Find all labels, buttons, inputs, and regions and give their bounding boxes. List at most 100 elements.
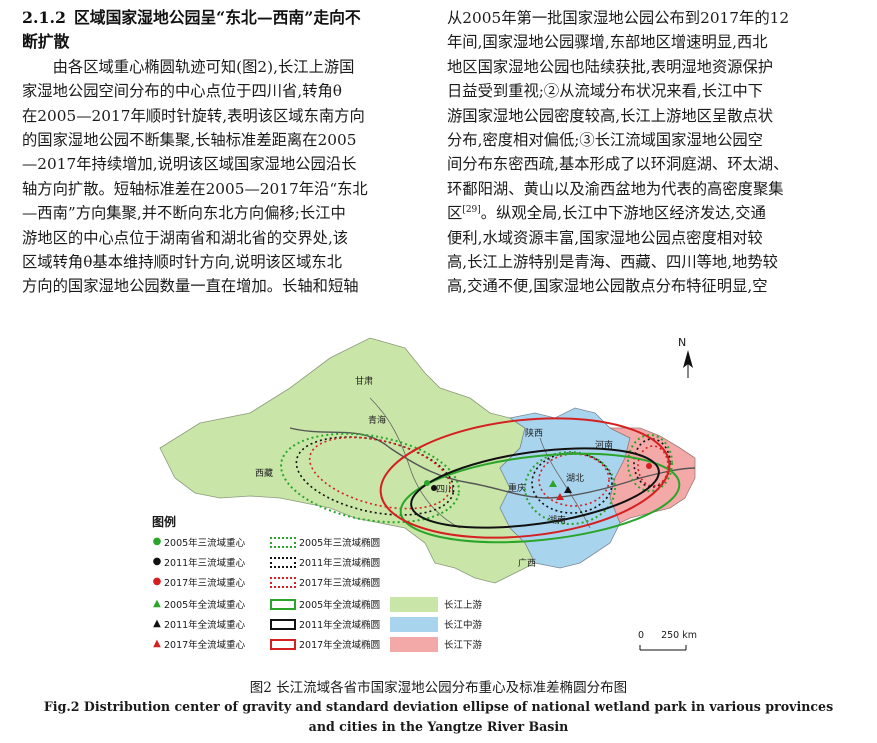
- red-dot-icon: ●: [152, 576, 162, 587]
- section-number: 2.1.2: [22, 8, 66, 27]
- text-line: 家湿地公园空间分布的中心点位于四川省,转角θ: [22, 82, 343, 101]
- river-line: [369, 397, 461, 529]
- section-title-line2: 断扩散: [22, 32, 70, 52]
- dotted-ellipse-icon: [270, 576, 296, 588]
- text-line: 游地区的中心点位于湖南省和湖北省的交界处,该: [22, 228, 349, 247]
- right-column: 从2005年第一批国家湿地公园公布到2017年的12 年间,国家湿地公园骤增,东…: [447, 6, 850, 299]
- legend-label: 2005年三流域重心: [164, 538, 246, 549]
- legend-label: 长江中游: [444, 620, 483, 631]
- legend-title: 图例: [152, 515, 177, 529]
- region-label: 陕西: [525, 427, 543, 439]
- text-line: 游国家湿地公园密度较高,长江上游地区呈散点状: [447, 106, 774, 125]
- legend-item: 2005年全流域椭圆: [270, 595, 380, 613]
- legend-label: 2017年三流域椭圆: [299, 578, 381, 589]
- legend-label: 2017年三流域重心: [164, 578, 246, 589]
- region-label: 湖南: [548, 514, 566, 526]
- legend-item: 2011年全流域椭圆: [270, 615, 380, 633]
- region-label: 甘肃: [355, 375, 373, 387]
- legend-item: 长江中游: [390, 615, 482, 633]
- legend-item: ▲ 2017年全流域重心: [150, 635, 245, 653]
- text-line: 的国家湿地公园不断集聚,长轴标准差距离在2005: [22, 131, 357, 150]
- solid-ellipse-icon: [270, 598, 296, 610]
- green-triangle-icon: ▲: [153, 598, 161, 609]
- text-line: 环鄱阳湖、黄山以及渝西盆地为代表的高密度聚集: [447, 179, 784, 198]
- upper-basin-swatch: [390, 596, 438, 612]
- region-label: 湖北: [566, 473, 584, 484]
- text-line: 从2005年第一批国家湿地公园公布到2017年的12: [447, 9, 790, 27]
- center-2005-all: [549, 480, 557, 487]
- caption-en-line2: and cities in the Yangtze River Basin: [308, 719, 569, 734]
- ellipse-2005-all: [399, 452, 681, 544]
- figure-caption-cn: 图2 长江流域各省市国家湿地公园分布重心及标准差椭圆分布图: [249, 680, 628, 696]
- ellipse-2017-three-mid: [538, 453, 610, 507]
- region-label: 河南: [595, 439, 613, 451]
- dotted-ellipse-icon: [270, 556, 296, 568]
- text-line: 方向的国家湿地公园数量一直在增加。长轴和短轴: [22, 277, 359, 296]
- ellipse-2011-all: [410, 447, 660, 529]
- text-line: 日益受到重视;②从流域分布状况来看,长江中下: [447, 82, 763, 101]
- region-label: 重庆: [508, 482, 526, 494]
- text-line: 区域转角θ基本维持顺时针方向,说明该区域东北: [22, 253, 343, 272]
- ellipse-2005-three-low: [627, 434, 673, 492]
- legend-label: 长江上游: [444, 600, 483, 611]
- region-label: 西藏: [255, 467, 273, 479]
- center-2011-all: [564, 486, 572, 493]
- region-label: 四川: [436, 485, 454, 495]
- legend-item: 2017年三流域椭圆: [270, 573, 380, 591]
- text-line: 高,长江上游特别是青海、西藏、四川等地,地势较: [447, 253, 778, 272]
- text-line: —2017年持续增加,说明该区域国家湿地公园沿长: [22, 155, 357, 174]
- center-2017-all: [556, 493, 564, 500]
- legend-label: 2011年三流域椭圆: [299, 558, 381, 569]
- center-2017-three: [646, 463, 652, 469]
- text-line: —西南”方向集聚,并不断向东北方向偏移;长江中: [22, 204, 346, 223]
- solid-ellipse-icon: [270, 618, 296, 630]
- text-line: 地区国家湿地公园也陆续获批,表明湿地资源保护: [447, 57, 774, 76]
- text-line: 便利,水域资源丰富,国家湿地公园点密度相对较: [447, 228, 763, 247]
- center-2005-three: [424, 480, 430, 486]
- text-line: 在2005—2017年顺时针旋转,表明该区域东南方向: [22, 106, 365, 125]
- ellipse-2017-three-low: [637, 445, 669, 487]
- legend-item: ▲ 2011年全流域重心: [150, 615, 245, 633]
- legend-label: 2017年全流域重心: [164, 640, 246, 651]
- legend-label: 2005年三流域椭圆: [299, 538, 381, 549]
- region-label: 广西: [518, 557, 536, 569]
- text-line: 年间,国家湿地公园骤增,东部地区增速明显,西北: [447, 33, 768, 52]
- left-column: 2.1.2 区域国家湿地公园呈“东北—西南”走向不 断扩散 由各区域重心椭圆轨迹可…: [22, 6, 422, 299]
- red-triangle-icon: ▲: [153, 638, 161, 649]
- section-title-line1: 区域国家湿地公园呈“东北—西南”走向不: [73, 8, 361, 27]
- black-triangle-icon: ▲: [153, 618, 161, 629]
- legend-item: 2005年三流域椭圆: [270, 533, 380, 551]
- left-paragraph: 由各区域重心椭圆轨迹可知(图2),长江上游国 家湿地公园空间分布的中心点位于四川…: [22, 55, 422, 299]
- caption-en-line1: Fig.2 Distribution center of gravity and…: [43, 699, 834, 714]
- scale-label: 0 250 km: [638, 630, 697, 641]
- text-line: 由各区域重心椭圆轨迹可知(图2),长江上游国: [52, 57, 355, 76]
- river-line: [289, 427, 696, 499]
- text-fragment: 。纵观全局,长江中下游地区经济发达,交通: [480, 204, 766, 223]
- ellipse-2011-three: [295, 436, 455, 516]
- legend-item: 长江下游: [390, 635, 482, 653]
- center-2011-three: [431, 485, 437, 491]
- text-line: 分布,密度相对偏低;③长江流域国家湿地公园空: [447, 131, 763, 150]
- citation-ref[interactable]: [29]: [462, 205, 481, 216]
- legend-item: 长江上游: [390, 595, 482, 613]
- north-arrow: [683, 350, 693, 378]
- legend-item: 2017年全流域椭圆: [270, 635, 380, 653]
- scale-zero: 0: [638, 630, 645, 641]
- legend-label: 2011年三流域重心: [164, 558, 246, 569]
- north-label: N: [678, 336, 687, 349]
- solid-ellipse-icon: [270, 638, 296, 650]
- legend-item: 2011年三流域椭圆: [270, 553, 380, 571]
- figure-caption-en: Fig.2 Distribution center of gravity and…: [0, 697, 877, 737]
- legend-label: 长江下游: [444, 640, 483, 651]
- text-line: 轴方向扩散。短轴标准差在2005—2017年沿“东北: [22, 179, 368, 198]
- legend-item: ● 2017年三流域重心: [150, 573, 246, 591]
- ellipse-2017-all: [379, 417, 671, 539]
- dotted-ellipse-icon: [270, 536, 296, 548]
- legend-label: 2005年全流域重心: [164, 600, 246, 611]
- middle-basin-swatch: [390, 616, 438, 632]
- scale-bar: [639, 645, 687, 651]
- legend-label: 2005年全流域椭圆: [299, 600, 381, 611]
- text-line: 高,交通不便,国家湿地公园散点分布特征明显,空: [447, 277, 768, 296]
- basin-map: 甘肃 青海 西藏 四川 重庆 陕西 河南 湖北 湖南 广西: [159, 337, 696, 651]
- text-line: 间分布东密西疏,基本形成了以环洞庭湖、环太湖、: [447, 155, 789, 174]
